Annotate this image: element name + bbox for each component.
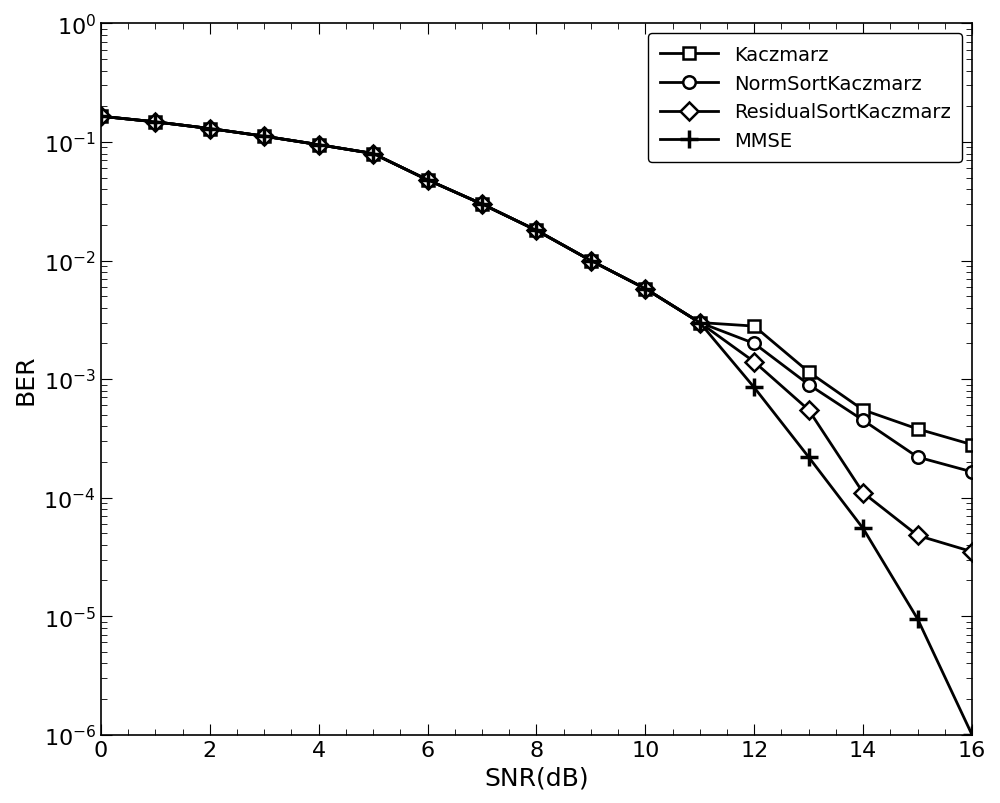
Y-axis label: BER: BER — [14, 354, 38, 405]
MMSE — [258, 132, 270, 142]
Kaczmarz — [530, 226, 542, 236]
ResidualSortKaczmarz — [912, 531, 924, 540]
ResidualSortKaczmarz — [748, 357, 760, 367]
MMSE — [95, 112, 107, 122]
Kaczmarz — [857, 406, 869, 415]
NormSortKaczmarz — [803, 380, 815, 389]
NormSortKaczmarz — [585, 256, 597, 266]
ResidualSortKaczmarz — [204, 124, 216, 134]
ResidualSortKaczmarz — [367, 149, 379, 159]
ResidualSortKaczmarz — [694, 318, 706, 328]
Kaczmarz — [476, 200, 488, 210]
Line: ResidualSortKaczmarz: ResidualSortKaczmarz — [95, 111, 978, 558]
MMSE — [857, 524, 869, 533]
Kaczmarz — [803, 368, 815, 377]
Legend: Kaczmarz, NormSortKaczmarz, ResidualSortKaczmarz, MMSE: Kaczmarz, NormSortKaczmarz, ResidualSort… — [648, 35, 962, 162]
MMSE — [149, 118, 161, 128]
Kaczmarz — [313, 141, 325, 150]
ResidualSortKaczmarz — [95, 112, 107, 122]
NormSortKaczmarz — [694, 318, 706, 328]
NormSortKaczmarz — [95, 112, 107, 122]
ResidualSortKaczmarz — [149, 118, 161, 128]
ResidualSortKaczmarz — [639, 284, 651, 294]
ResidualSortKaczmarz — [530, 226, 542, 236]
NormSortKaczmarz — [966, 467, 978, 477]
MMSE — [422, 176, 434, 185]
MMSE — [585, 256, 597, 266]
NormSortKaczmarz — [422, 176, 434, 185]
MMSE — [966, 730, 978, 740]
MMSE — [530, 226, 542, 236]
MMSE — [803, 453, 815, 463]
ResidualSortKaczmarz — [258, 132, 270, 142]
MMSE — [476, 200, 488, 210]
Kaczmarz — [694, 318, 706, 328]
MMSE — [912, 614, 924, 624]
Kaczmarz — [912, 425, 924, 434]
Kaczmarz — [95, 112, 107, 122]
Kaczmarz — [585, 256, 597, 266]
MMSE — [313, 141, 325, 150]
NormSortKaczmarz — [204, 124, 216, 134]
NormSortKaczmarz — [639, 284, 651, 294]
Kaczmarz — [149, 118, 161, 128]
NormSortKaczmarz — [367, 149, 379, 159]
MMSE — [204, 124, 216, 134]
NormSortKaczmarz — [149, 118, 161, 128]
X-axis label: SNR(dB): SNR(dB) — [484, 765, 589, 789]
NormSortKaczmarz — [857, 416, 869, 426]
NormSortKaczmarz — [476, 200, 488, 210]
MMSE — [748, 383, 760, 393]
Kaczmarz — [422, 176, 434, 185]
NormSortKaczmarz — [530, 226, 542, 236]
MMSE — [639, 284, 651, 294]
ResidualSortKaczmarz — [966, 547, 978, 556]
Kaczmarz — [367, 149, 379, 159]
MMSE — [367, 149, 379, 159]
ResidualSortKaczmarz — [857, 488, 869, 498]
Kaczmarz — [639, 284, 651, 294]
Kaczmarz — [204, 124, 216, 134]
Line: Kaczmarz: Kaczmarz — [95, 112, 978, 450]
ResidualSortKaczmarz — [803, 406, 815, 415]
ResidualSortKaczmarz — [585, 256, 597, 266]
ResidualSortKaczmarz — [476, 200, 488, 210]
NormSortKaczmarz — [258, 132, 270, 142]
ResidualSortKaczmarz — [422, 176, 434, 185]
Kaczmarz — [966, 440, 978, 450]
NormSortKaczmarz — [912, 453, 924, 463]
ResidualSortKaczmarz — [313, 141, 325, 150]
Kaczmarz — [258, 132, 270, 142]
Line: NormSortKaczmarz: NormSortKaczmarz — [95, 111, 978, 479]
NormSortKaczmarz — [313, 141, 325, 150]
Line: MMSE: MMSE — [92, 108, 981, 744]
MMSE — [694, 318, 706, 328]
NormSortKaczmarz — [748, 339, 760, 349]
Kaczmarz — [748, 322, 760, 332]
